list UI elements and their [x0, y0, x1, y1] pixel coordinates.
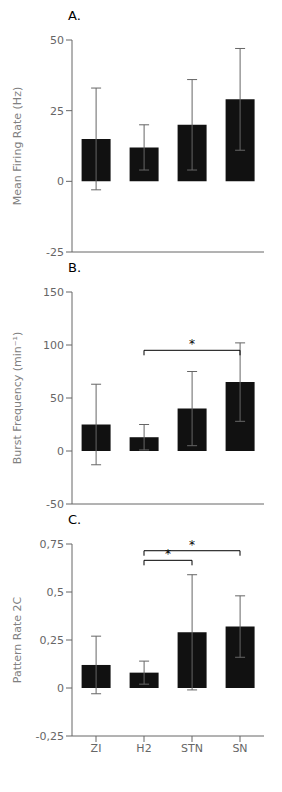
svg-text:0,25: 0,25	[40, 634, 65, 647]
svg-text:*: *	[165, 547, 171, 561]
svg-text:Pattern Rate 2C: Pattern Rate 2C	[11, 596, 24, 683]
svg-text:-25: -25	[46, 246, 64, 259]
svg-text:50: 50	[50, 34, 64, 47]
svg-text:0: 0	[57, 445, 64, 458]
svg-text:150: 150	[43, 286, 64, 299]
svg-text:-0,25: -0,25	[36, 730, 64, 743]
svg-text:STN: STN	[181, 742, 203, 755]
svg-text:50: 50	[50, 392, 64, 405]
svg-text:0,75: 0,75	[40, 538, 65, 551]
svg-text:25: 25	[50, 105, 64, 118]
svg-text:Burst Frequency (min⁻¹): Burst Frequency (min⁻¹)	[11, 332, 24, 464]
svg-text:*: *	[189, 538, 195, 552]
svg-text:0: 0	[57, 682, 64, 695]
svg-text:-50: -50	[46, 498, 64, 511]
html-text:B.: B.	[68, 260, 82, 275]
svg-text:Mean Firing Rate (Hz): Mean Firing Rate (Hz)	[11, 87, 24, 205]
svg-text:100: 100	[43, 339, 64, 352]
svg-text:SN: SN	[232, 742, 247, 755]
svg-text:0: 0	[57, 175, 64, 188]
svg-text:ZI: ZI	[91, 742, 102, 755]
html-text:C.: C.	[68, 512, 82, 527]
svg-text:0,5: 0,5	[47, 586, 65, 599]
html-text:A.: A.	[68, 8, 81, 23]
svg-text:H2: H2	[136, 742, 151, 755]
svg-text:*: *	[189, 337, 195, 351]
